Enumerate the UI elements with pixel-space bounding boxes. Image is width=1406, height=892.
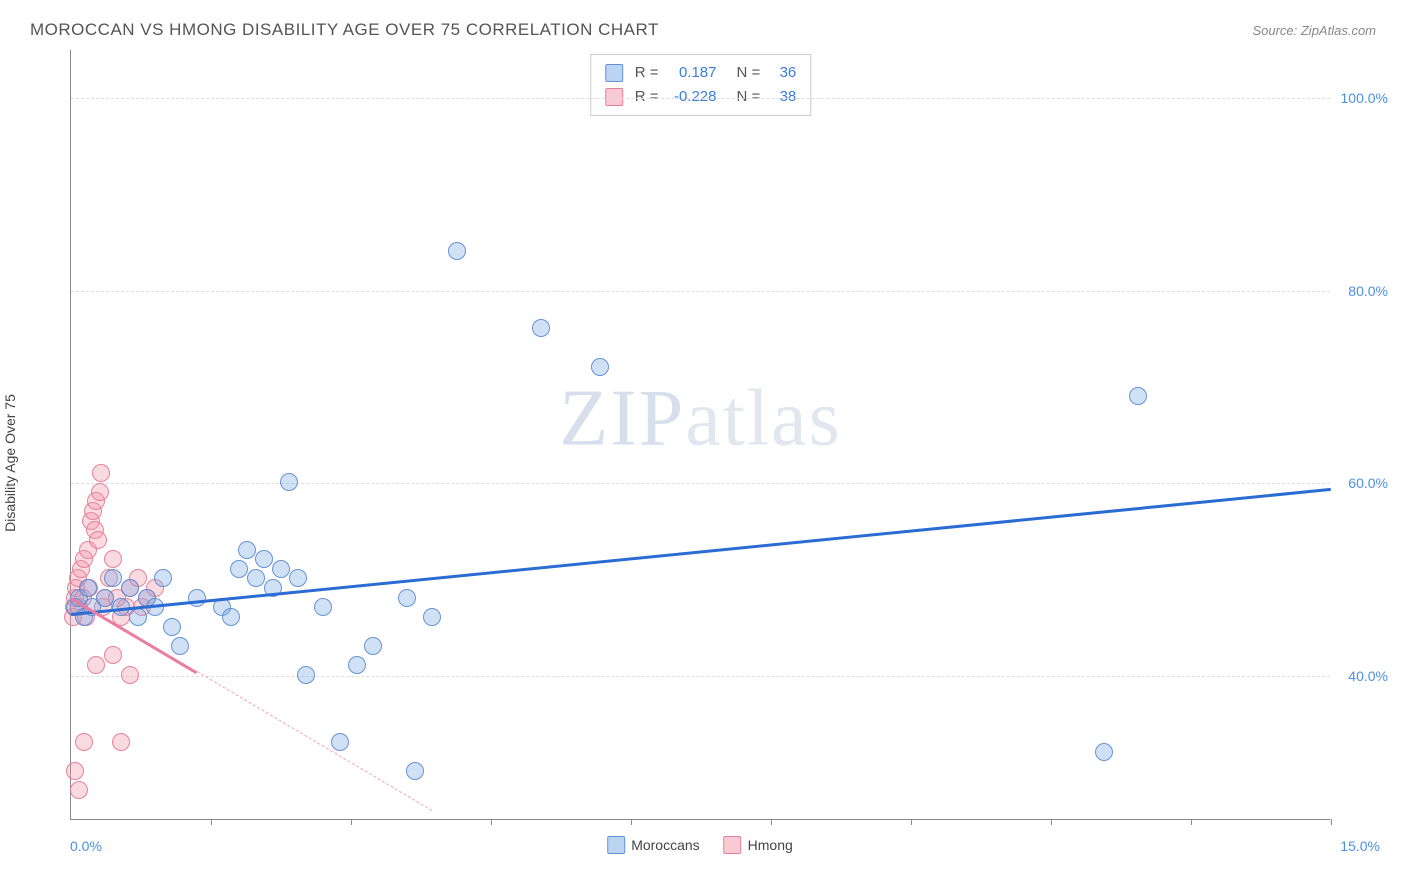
legend-swatch bbox=[607, 836, 625, 854]
legend-swatch bbox=[605, 64, 623, 82]
data-point bbox=[532, 319, 550, 337]
x-tick bbox=[1191, 819, 1192, 825]
watermark-zip: ZIP bbox=[559, 375, 685, 463]
n-value: 36 bbox=[768, 61, 796, 85]
y-tick-label: 40.0% bbox=[1348, 668, 1388, 684]
grid-line bbox=[71, 291, 1330, 292]
correlation-legend: R = 0.187 N = 36 R = -0.228 N = 38 bbox=[590, 54, 812, 116]
data-point bbox=[314, 598, 332, 616]
x-axis-min-label: 0.0% bbox=[70, 838, 102, 854]
x-tick bbox=[211, 819, 212, 825]
legend-swatch bbox=[605, 88, 623, 106]
data-point bbox=[230, 560, 248, 578]
x-axis-max-label: 15.0% bbox=[1340, 838, 1380, 854]
data-point bbox=[272, 560, 290, 578]
data-point bbox=[89, 531, 107, 549]
data-point bbox=[70, 781, 88, 799]
data-point bbox=[129, 608, 147, 626]
data-point bbox=[96, 589, 114, 607]
data-point bbox=[104, 569, 122, 587]
plot-area: ZIPatlas R =0.187N =36R =-0.228N =38 40.… bbox=[70, 50, 1330, 820]
y-tick-label: 60.0% bbox=[1348, 475, 1388, 491]
data-point bbox=[297, 666, 315, 684]
chart-title: MOROCCAN VS HMONG DISABILITY AGE OVER 75… bbox=[30, 20, 659, 40]
y-tick-label: 100.0% bbox=[1341, 90, 1388, 106]
data-point bbox=[91, 483, 109, 501]
legend-label: Moroccans bbox=[631, 837, 699, 853]
legend-row: R = 0.187 N = 36 bbox=[605, 61, 797, 85]
legend-label: Hmong bbox=[748, 837, 793, 853]
data-point bbox=[75, 733, 93, 751]
data-point bbox=[112, 733, 130, 751]
y-axis-label: Disability Age Over 75 bbox=[2, 394, 18, 532]
r-value: -0.228 bbox=[667, 85, 717, 109]
data-point bbox=[280, 473, 298, 491]
series-legend: Moroccans Hmong bbox=[607, 836, 793, 854]
data-point bbox=[154, 569, 172, 587]
legend-item: Moroccans bbox=[607, 836, 699, 854]
data-point bbox=[104, 646, 122, 664]
data-point bbox=[331, 733, 349, 751]
data-point bbox=[364, 637, 382, 655]
n-label: N = bbox=[737, 85, 761, 109]
x-tick bbox=[631, 819, 632, 825]
n-value: 38 bbox=[768, 85, 796, 109]
r-label: R = bbox=[635, 85, 659, 109]
data-point bbox=[1095, 743, 1113, 761]
data-point bbox=[423, 608, 441, 626]
x-tick bbox=[1051, 819, 1052, 825]
y-tick-label: 80.0% bbox=[1348, 283, 1388, 299]
data-point bbox=[247, 569, 265, 587]
data-point bbox=[66, 762, 84, 780]
data-point bbox=[79, 579, 97, 597]
data-point bbox=[171, 637, 189, 655]
data-point bbox=[348, 656, 366, 674]
x-tick bbox=[911, 819, 912, 825]
chart-container: Disability Age Over 75 ZIPatlas R =0.187… bbox=[20, 50, 1380, 860]
data-point bbox=[104, 550, 122, 568]
x-tick bbox=[491, 819, 492, 825]
watermark: ZIPatlas bbox=[559, 374, 842, 465]
x-tick bbox=[1331, 819, 1332, 825]
data-point bbox=[238, 541, 256, 559]
data-point bbox=[1129, 387, 1147, 405]
data-point bbox=[255, 550, 273, 568]
n-label: N = bbox=[737, 61, 761, 85]
data-point bbox=[163, 618, 181, 636]
r-value: 0.187 bbox=[667, 61, 717, 85]
data-point bbox=[591, 358, 609, 376]
watermark-atlas: atlas bbox=[685, 375, 842, 463]
r-label: R = bbox=[635, 61, 659, 85]
legend-row: R = -0.228 N = 38 bbox=[605, 85, 797, 109]
x-tick bbox=[771, 819, 772, 825]
grid-line bbox=[71, 676, 1330, 677]
data-point bbox=[188, 589, 206, 607]
source-label: Source: ZipAtlas.com bbox=[1252, 23, 1376, 38]
x-tick bbox=[351, 819, 352, 825]
trend-line bbox=[197, 671, 433, 811]
data-point bbox=[121, 666, 139, 684]
grid-line bbox=[71, 483, 1330, 484]
data-point bbox=[398, 589, 416, 607]
data-point bbox=[222, 608, 240, 626]
data-point bbox=[87, 656, 105, 674]
data-point bbox=[121, 579, 139, 597]
data-point bbox=[92, 464, 110, 482]
legend-item: Hmong bbox=[724, 836, 793, 854]
grid-line bbox=[71, 98, 1330, 99]
data-point bbox=[448, 242, 466, 260]
legend-swatch bbox=[724, 836, 742, 854]
data-point bbox=[289, 569, 307, 587]
data-point bbox=[406, 762, 424, 780]
